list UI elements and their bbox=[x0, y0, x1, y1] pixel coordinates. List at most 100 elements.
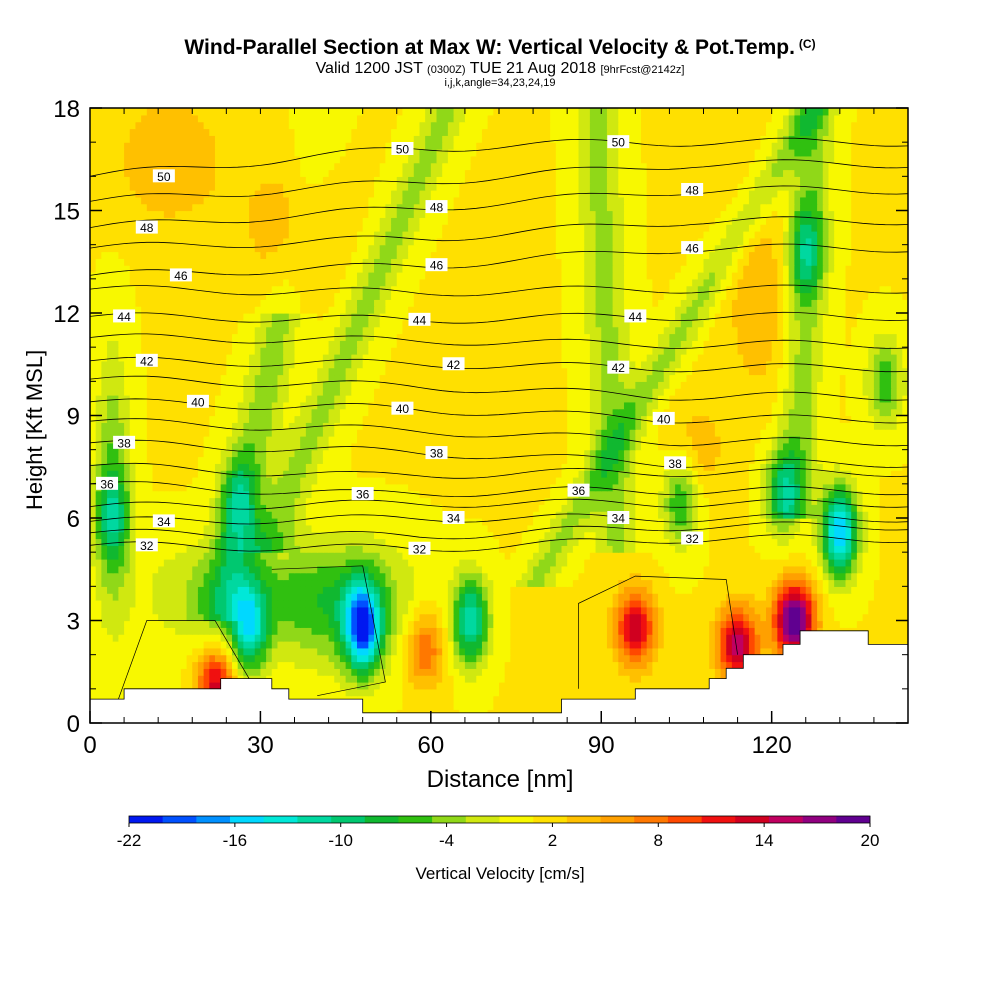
velocity-cell bbox=[209, 613, 216, 622]
velocity-cell bbox=[578, 600, 585, 608]
velocity-cell bbox=[339, 586, 347, 594]
velocity-cell bbox=[214, 606, 222, 615]
velocity-cell bbox=[90, 497, 97, 505]
velocity-cell bbox=[851, 600, 858, 608]
velocity-cell bbox=[476, 511, 483, 519]
velocity-cell bbox=[430, 641, 438, 649]
velocity-cell bbox=[669, 620, 676, 628]
velocity-cell bbox=[521, 538, 528, 546]
velocity-cell bbox=[902, 606, 908, 615]
velocity-cell bbox=[374, 531, 381, 540]
velocity-cell bbox=[339, 682, 347, 690]
velocity-cell bbox=[856, 531, 864, 540]
velocity-cell bbox=[385, 695, 392, 704]
velocity-cell bbox=[90, 654, 97, 663]
velocity-cell bbox=[90, 518, 97, 526]
velocity-cell bbox=[623, 600, 631, 608]
velocity-cell bbox=[550, 579, 557, 587]
velocity-cell bbox=[663, 613, 671, 622]
velocity-cell bbox=[726, 579, 733, 587]
velocity-cell bbox=[368, 518, 375, 526]
velocity-cell bbox=[765, 518, 773, 526]
velocity-cell bbox=[544, 647, 551, 656]
velocity-cell bbox=[504, 593, 511, 601]
velocity-cell bbox=[481, 483, 489, 492]
velocity-cell bbox=[544, 586, 551, 594]
velocity-cell bbox=[243, 606, 250, 615]
velocity-cell bbox=[368, 552, 375, 560]
velocity-cell bbox=[890, 545, 898, 553]
velocity-cell bbox=[743, 620, 750, 628]
velocity-cell bbox=[862, 538, 869, 546]
velocity-cell bbox=[822, 613, 830, 622]
velocity-cell bbox=[885, 579, 892, 587]
velocity-cell bbox=[135, 647, 142, 656]
velocity-cell bbox=[601, 634, 608, 642]
velocity-cell bbox=[442, 552, 449, 560]
velocity-cell bbox=[589, 579, 597, 587]
velocity-cell bbox=[339, 483, 347, 492]
velocity-cell bbox=[158, 613, 165, 622]
velocity-cell bbox=[374, 654, 381, 663]
velocity-cell bbox=[226, 661, 233, 669]
velocity-cell bbox=[777, 524, 784, 533]
velocity-cell bbox=[124, 579, 131, 587]
velocity-cell bbox=[146, 593, 154, 601]
velocity-cell bbox=[584, 545, 591, 553]
velocity-cell bbox=[896, 504, 903, 512]
velocity-cell bbox=[760, 497, 767, 505]
velocity-cell bbox=[862, 606, 869, 615]
velocity-cell bbox=[760, 606, 767, 615]
velocity-cell bbox=[675, 559, 682, 567]
velocity-cell bbox=[220, 545, 227, 553]
velocity-cell bbox=[521, 620, 528, 628]
velocity-cell bbox=[391, 682, 398, 690]
velocity-cell bbox=[811, 518, 818, 526]
velocity-cell bbox=[339, 654, 347, 663]
velocity-cell bbox=[527, 518, 534, 526]
velocity-cell bbox=[163, 654, 171, 663]
velocity-cell bbox=[595, 497, 602, 505]
velocity-cell bbox=[675, 511, 682, 519]
velocity-cell bbox=[163, 572, 171, 581]
velocity-cell bbox=[743, 600, 750, 608]
velocity-cell bbox=[232, 483, 239, 492]
velocity-cell bbox=[345, 606, 352, 615]
velocity-cell bbox=[232, 661, 239, 669]
velocity-cell bbox=[209, 654, 216, 663]
velocity-cell bbox=[612, 600, 619, 608]
velocity-cell bbox=[391, 688, 398, 697]
velocity-cell bbox=[567, 538, 574, 546]
velocity-cell bbox=[669, 565, 676, 574]
velocity-cell bbox=[839, 490, 847, 499]
velocity-cell bbox=[396, 497, 404, 505]
velocity-cell bbox=[356, 593, 364, 601]
velocity-cell bbox=[851, 565, 858, 574]
velocity-cell bbox=[538, 524, 546, 533]
velocity-cell bbox=[447, 586, 455, 594]
velocity-cell bbox=[209, 552, 216, 560]
velocity-cell bbox=[521, 668, 528, 676]
velocity-cell bbox=[328, 668, 335, 676]
velocity-cell bbox=[731, 627, 739, 635]
velocity-cell bbox=[538, 483, 546, 492]
velocity-cell bbox=[868, 511, 875, 519]
velocity-cell bbox=[765, 620, 773, 628]
velocity-cell bbox=[612, 504, 619, 512]
velocity-cell bbox=[606, 661, 614, 669]
velocity-cell bbox=[232, 511, 239, 519]
velocity-cell bbox=[385, 654, 392, 663]
velocity-cell bbox=[771, 538, 778, 546]
velocity-cell bbox=[152, 559, 159, 567]
velocity-cell bbox=[95, 654, 102, 663]
velocity-cell bbox=[442, 647, 449, 656]
velocity-cell bbox=[175, 565, 182, 574]
velocity-cell bbox=[408, 586, 415, 594]
velocity-cell bbox=[356, 552, 364, 560]
velocity-cell bbox=[902, 552, 908, 560]
velocity-cell bbox=[436, 559, 443, 567]
velocity-cell bbox=[720, 531, 727, 540]
velocity-cell bbox=[714, 565, 722, 574]
velocity-cell bbox=[260, 654, 267, 663]
velocity-cell bbox=[658, 668, 665, 676]
